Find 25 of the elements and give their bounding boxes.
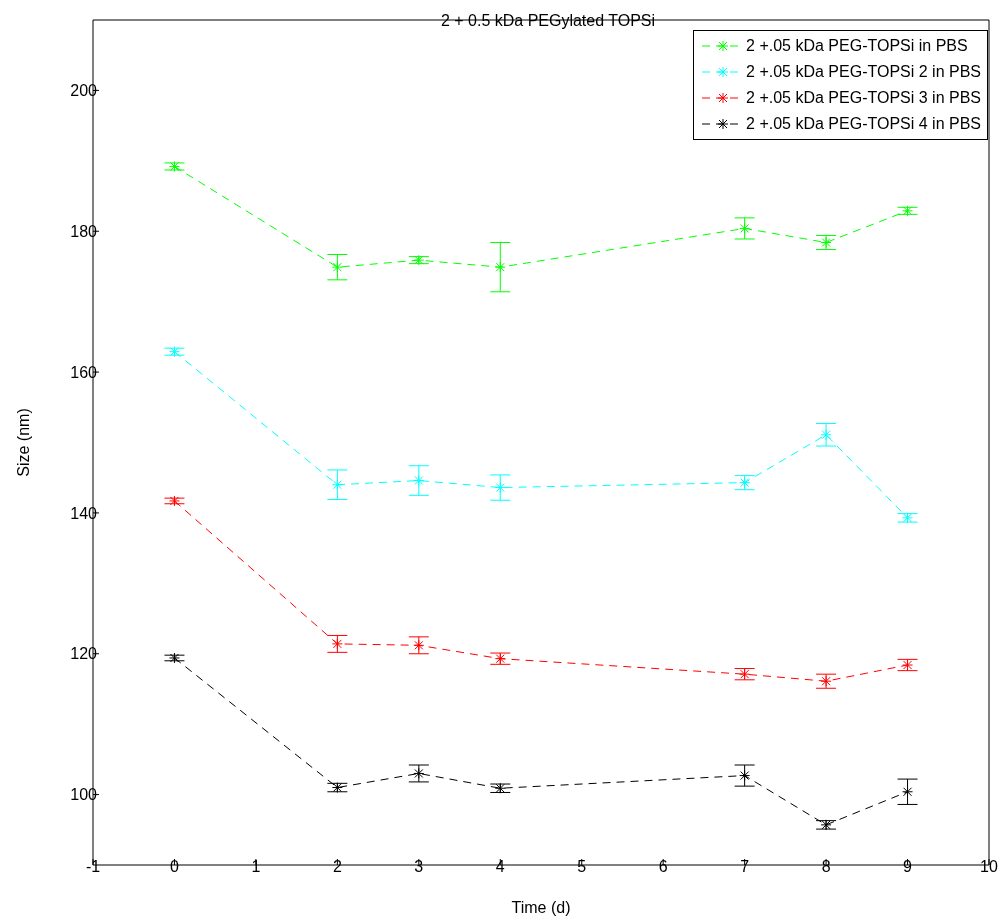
x-tick-label: 2	[332, 858, 342, 876]
x-tick-label: 6	[658, 858, 668, 876]
y-tick-label: 200	[70, 82, 98, 100]
y-tick-label: 120	[70, 645, 98, 663]
y-tick-label: 160	[70, 363, 98, 381]
x-tick-label: -1	[85, 858, 101, 876]
x-tick-label: 8	[821, 858, 831, 876]
x-tick-label: 1	[251, 858, 261, 876]
y-tick-label: 100	[70, 786, 98, 804]
x-tick-label: 10	[980, 858, 998, 876]
x-tick-label: 5	[577, 858, 587, 876]
y-tick-label: 180	[70, 222, 98, 240]
x-tick-label: 3	[414, 858, 424, 876]
legend-label: 2 +.05 kDa PEG-TOPSi 2 in PBS	[746, 63, 981, 81]
legend-label: 2 +.05 kDa PEG-TOPSi in PBS	[746, 37, 968, 55]
y-tick-label: 140	[70, 504, 98, 522]
x-axis-title: Time (d)	[511, 899, 571, 916]
y-axis-title: Size (nm)	[14, 408, 32, 477]
legend-label: 2 +.05 kDa PEG-TOPSi 4 in PBS	[746, 115, 981, 133]
x-tick-label: 0	[170, 858, 179, 876]
chart-title: 2 + 0.5 kDa PEGylated TOPSi	[439, 12, 657, 30]
x-tick-label: 7	[740, 858, 750, 876]
x-tick-label: 4	[495, 858, 505, 876]
legend-label: 2 +.05 kDa PEG-TOPSi 3 in PBS	[746, 89, 981, 107]
x-tick-label: 9	[903, 858, 913, 876]
